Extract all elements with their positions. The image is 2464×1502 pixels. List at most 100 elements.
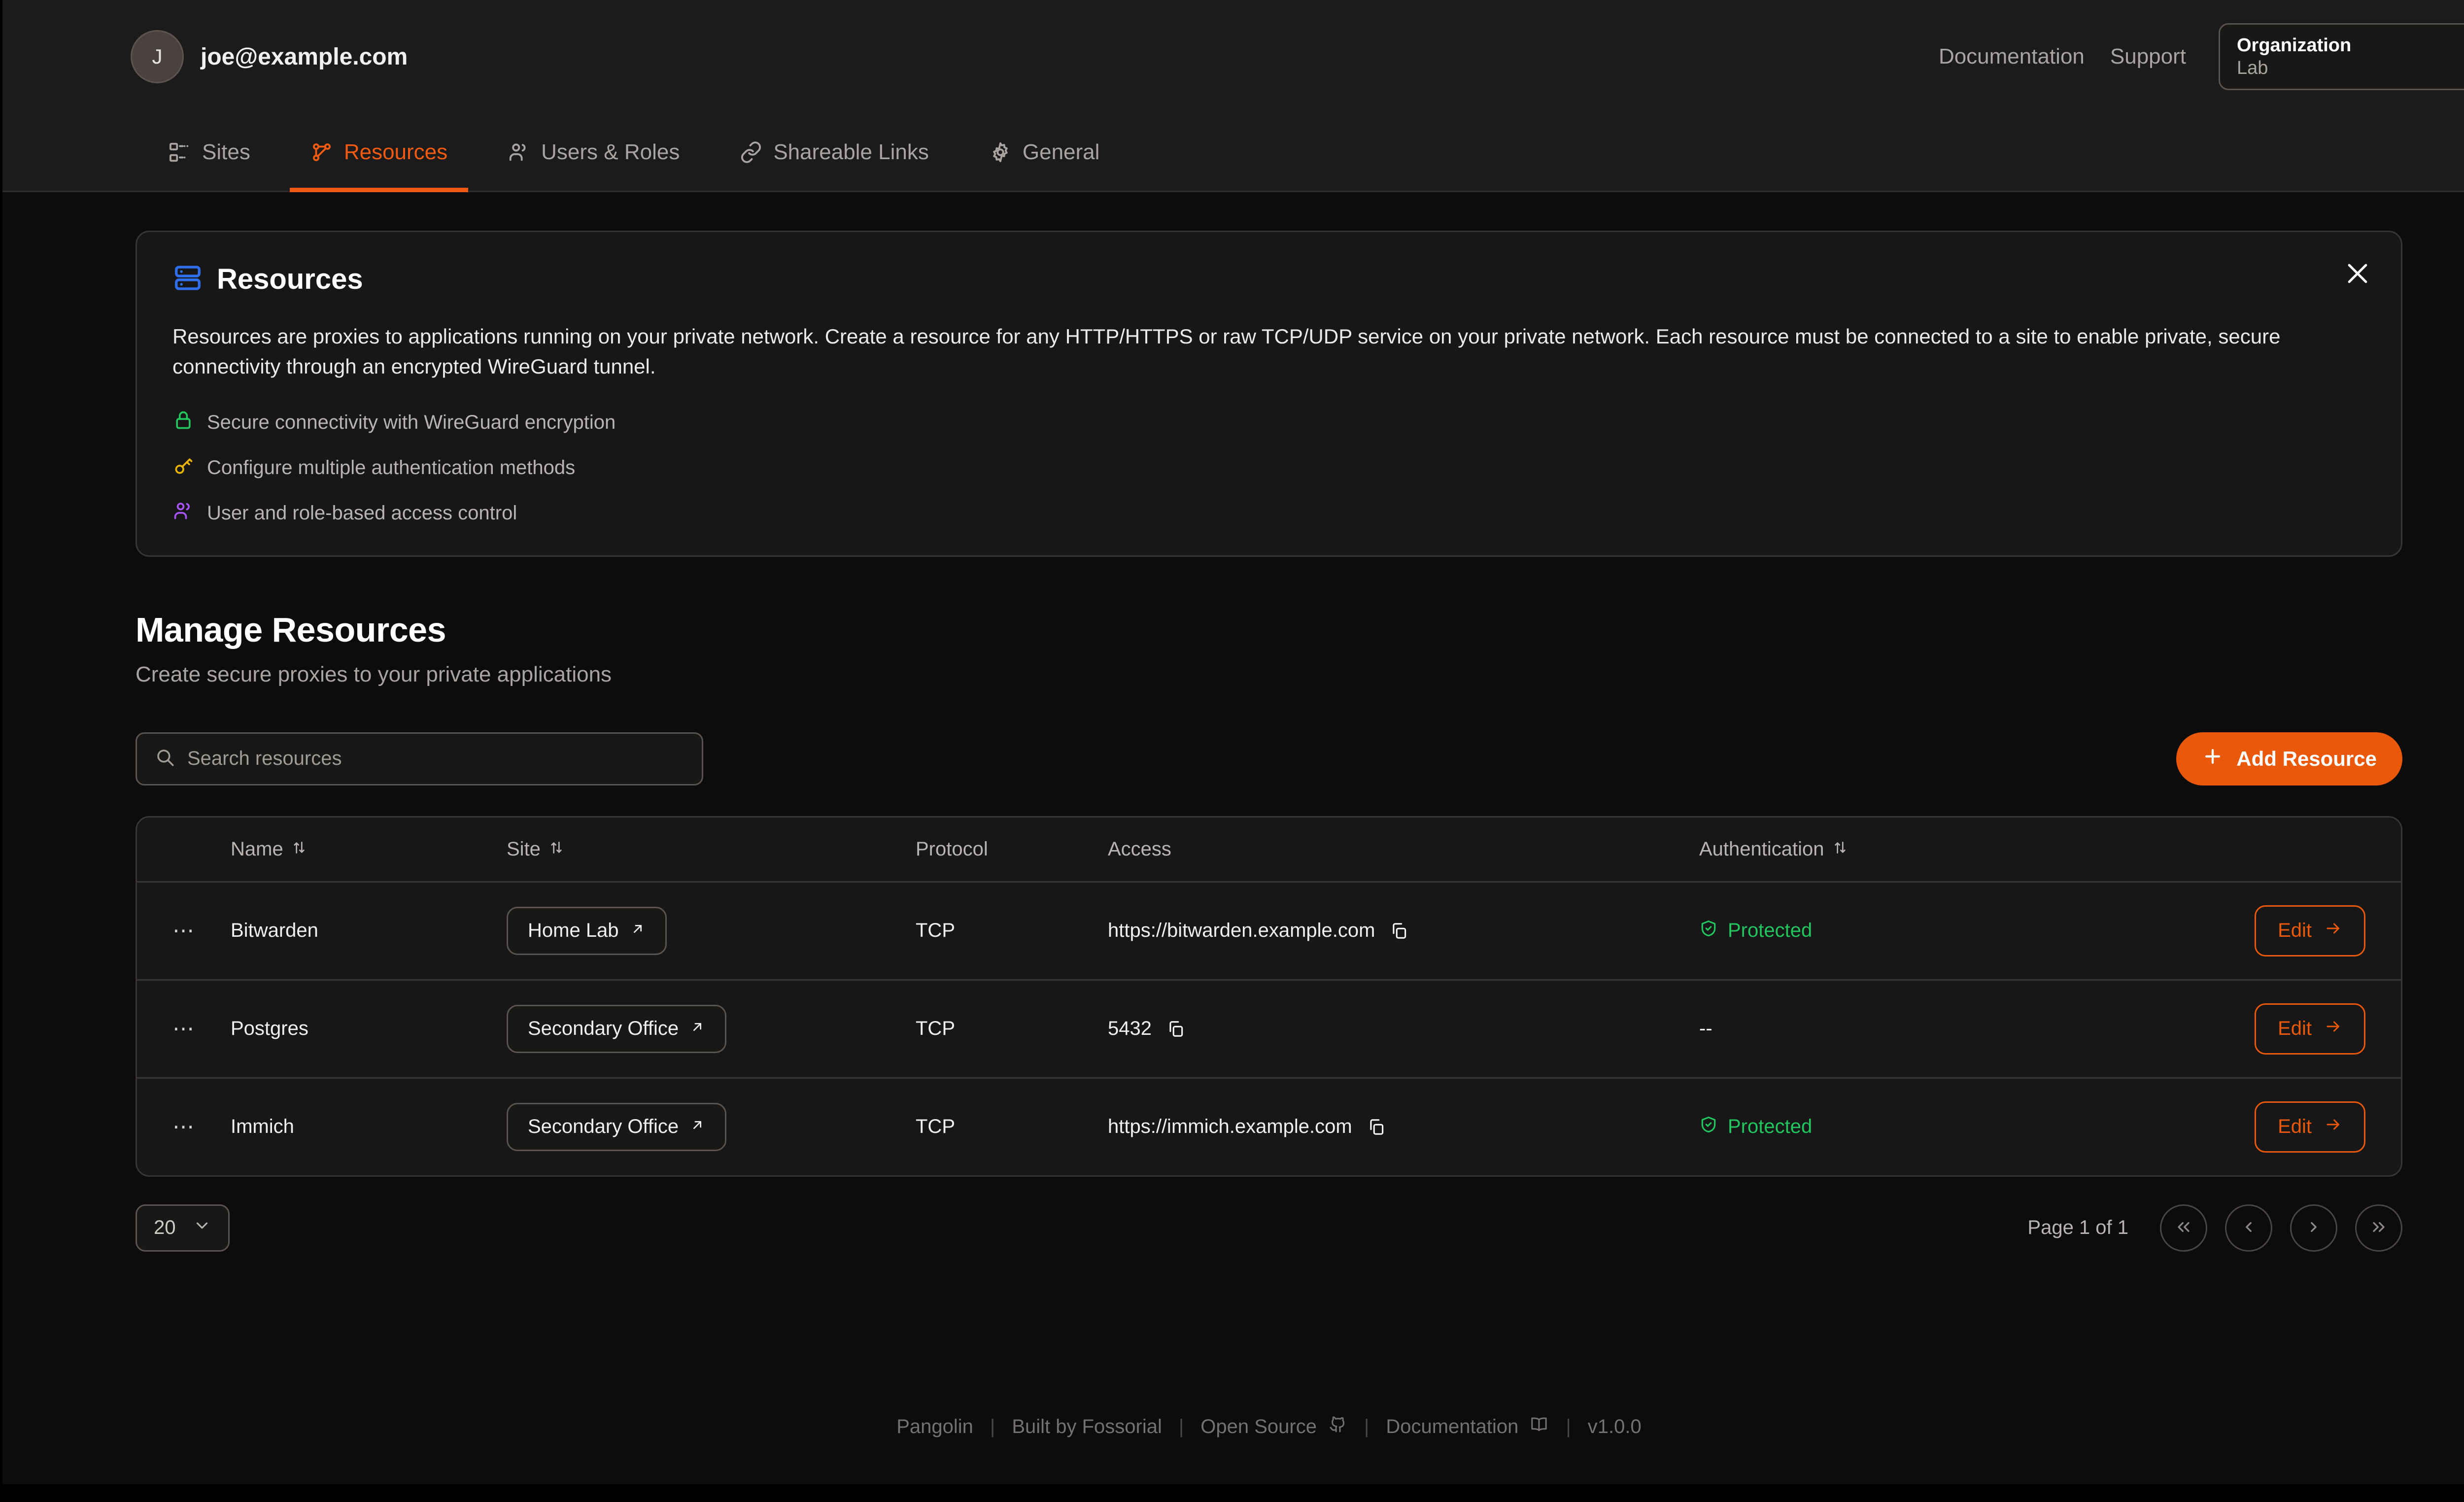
previous-page-button[interactable] <box>2225 1204 2272 1252</box>
row-authentication-cell: -- <box>1699 980 2192 1079</box>
copy-icon[interactable] <box>1390 922 1408 940</box>
page-size-select[interactable]: 20 <box>136 1204 230 1252</box>
user-identity[interactable]: J joe@example.com <box>131 30 408 83</box>
th-site-label: Site <box>507 838 541 860</box>
th-authentication-label: Authentication <box>1699 838 1824 860</box>
footer-open-source-label: Open Source <box>1200 1415 1317 1437</box>
footer-built-by-link[interactable]: Built by Fossorial <box>1012 1415 1162 1437</box>
footer: Pangolin | Built by Fossorial | Open Sou… <box>0 1414 2464 1439</box>
search-field[interactable] <box>136 732 703 785</box>
site-link-button[interactable]: Home Lab <box>507 906 667 955</box>
row-menu-icon[interactable]: ⋯ <box>172 1115 195 1139</box>
resources-toolbar: Add Resource <box>136 732 2402 785</box>
tab-users-roles[interactable]: Users & Roles <box>487 113 700 191</box>
last-page-button[interactable] <box>2355 1204 2402 1252</box>
close-icon[interactable] <box>2339 255 2376 292</box>
tab-resources-label: Resources <box>343 139 448 164</box>
footer-brand: Pangolin <box>896 1415 973 1437</box>
row-site-cell: Secondary Office <box>507 1078 916 1175</box>
tab-resources[interactable]: Resources <box>289 113 469 192</box>
gear-icon <box>989 141 1012 164</box>
sort-icon <box>1832 838 1848 860</box>
edit-button-label: Edit <box>2278 920 2312 942</box>
row-actions-cell: ⋯ <box>137 882 231 981</box>
table-row: ⋯ Immich Secondary Office <box>137 1078 2401 1175</box>
support-link[interactable]: Support <box>2110 44 2186 68</box>
next-page-button[interactable] <box>2290 1204 2337 1252</box>
tab-general[interactable]: General <box>968 113 1121 191</box>
footer-separator: | <box>990 1415 995 1437</box>
page-size-value: 20 <box>154 1217 176 1239</box>
window-bottom-edge <box>0 1484 2464 1502</box>
th-protocol: Protocol <box>916 817 1108 883</box>
th-name-label: Name <box>231 838 283 860</box>
row-access-cell: 5432 <box>1108 980 1699 1079</box>
footer-documentation-link[interactable]: Documentation <box>1369 1414 1566 1439</box>
footer-separator: | <box>1178 1415 1184 1437</box>
th-access-label: Access <box>1108 838 1171 860</box>
list-item-label: User and role-based access control <box>207 502 517 524</box>
footer-separator: | <box>1566 1415 1571 1437</box>
avatar[interactable]: J <box>131 30 184 83</box>
top-bar-actions: Documentation Support Organization Lab <box>1926 23 2464 90</box>
site-link-button[interactable]: Secondary Office <box>507 1004 727 1053</box>
edit-button-label: Edit <box>2278 1018 2312 1040</box>
external-link-icon <box>689 1018 705 1040</box>
users-icon <box>172 500 194 527</box>
footer-open-source-link[interactable]: Open Source <box>1184 1414 1364 1439</box>
documentation-link[interactable]: Documentation <box>1938 44 2085 68</box>
status-badge-label: Protected <box>1728 920 1813 942</box>
add-resource-button[interactable]: Add Resource <box>2176 732 2402 785</box>
row-menu-icon[interactable]: ⋯ <box>172 919 195 943</box>
edit-button[interactable]: Edit <box>2255 905 2365 956</box>
table-header-row: Name Site <box>137 817 2401 883</box>
page-content: Resources Resources are proxies to appli… <box>0 231 2464 1252</box>
tab-general-label: General <box>1022 139 1100 164</box>
access-value: https://bitwarden.example.com <box>1108 920 1375 942</box>
site-label: Secondary Office <box>528 1116 679 1138</box>
organization-value: Lab <box>2237 58 2268 78</box>
first-page-button[interactable] <box>2160 1204 2207 1252</box>
organization-selector[interactable]: Organization Lab <box>2219 23 2464 90</box>
tab-shareable-links[interactable]: Shareable Links <box>719 113 950 191</box>
site-link-button[interactable]: Secondary Office <box>507 1102 727 1151</box>
th-edit <box>2192 817 2401 883</box>
row-menu-icon[interactable]: ⋯ <box>172 1017 195 1041</box>
row-access-cell: https://bitwarden.example.com <box>1108 882 1699 981</box>
edit-button[interactable]: Edit <box>2255 1101 2365 1153</box>
footer-documentation-label: Documentation <box>1386 1415 1519 1437</box>
page-subtitle: Create secure proxies to your private ap… <box>136 662 612 686</box>
chevron-down-icon <box>193 1216 211 1240</box>
edit-button[interactable]: Edit <box>2255 1003 2365 1055</box>
row-authentication-cell: Protected <box>1699 882 2192 981</box>
arrow-right-icon <box>2325 920 2342 942</box>
row-site-cell: Secondary Office <box>507 980 916 1079</box>
server-stack-icon <box>172 263 203 296</box>
list-item: User and role-based access control <box>172 500 2365 527</box>
github-icon <box>1328 1414 1347 1439</box>
th-site[interactable]: Site <box>507 817 916 883</box>
add-resource-label: Add Resource <box>2236 747 2377 770</box>
main-nav: Sites Resources Users & Roles Shareable … <box>0 113 2464 192</box>
th-actions <box>137 817 231 883</box>
table-row: ⋯ Bitwarden Home Lab TCP <box>137 882 2401 981</box>
copy-icon[interactable] <box>1166 1020 1185 1038</box>
row-protocol-cell: TCP <box>916 980 1108 1079</box>
th-authentication[interactable]: Authentication <box>1699 817 2192 883</box>
row-edit-cell: Edit <box>2192 980 2401 1079</box>
row-access-cell: https://immich.example.com <box>1108 1078 1699 1175</box>
tab-sites[interactable]: Sites <box>148 113 271 191</box>
link-icon <box>740 141 762 164</box>
th-access: Access <box>1108 817 1699 883</box>
key-icon <box>172 455 194 481</box>
book-icon <box>1529 1414 1549 1439</box>
list-item: Configure multiple authentication method… <box>172 455 2365 481</box>
row-name-cell: Immich <box>231 1116 294 1138</box>
row-protocol-cell: TCP <box>916 1116 955 1138</box>
status-badge: Protected <box>1699 919 1812 943</box>
search-input[interactable] <box>187 748 684 770</box>
tab-sites-label: Sites <box>202 139 250 164</box>
info-card-feature-list: Secure connectivity with WireGuard encry… <box>172 410 2365 527</box>
th-name[interactable]: Name <box>231 817 507 883</box>
copy-icon[interactable] <box>1367 1118 1386 1136</box>
